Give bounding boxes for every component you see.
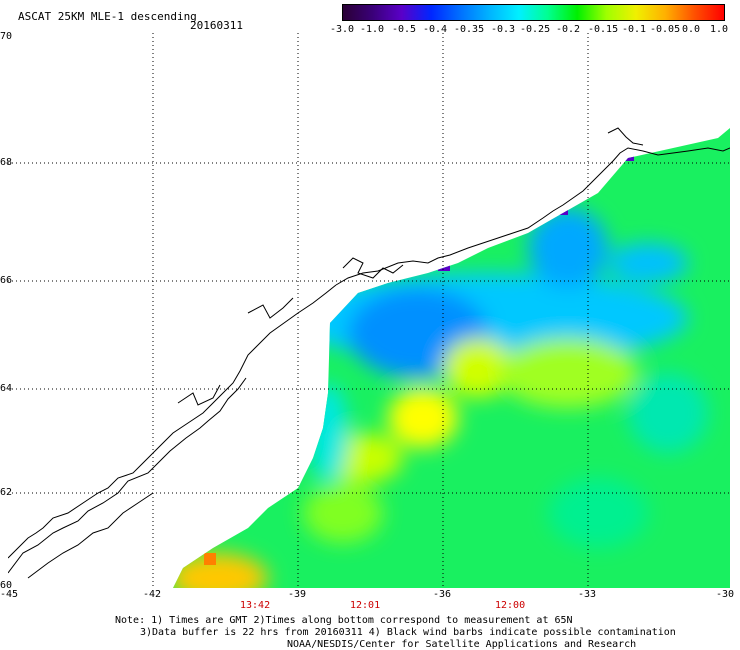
lat-label: 64: [0, 383, 13, 394]
colorbar-label: -0.5: [392, 24, 417, 35]
pass-time: 12:01: [350, 600, 381, 611]
product-title: ASCAT 25KM MLE-1 descending: [18, 10, 197, 23]
colorbar: [342, 4, 725, 21]
lat-label: 70: [0, 31, 13, 42]
note-line: Note: 1) Times are GMT 2)Times along bot…: [115, 615, 573, 626]
map-frame: [7, 33, 731, 588]
colorbar-label: -1.0: [360, 24, 385, 35]
colorbar-label: -0.1: [622, 24, 647, 35]
colorbar-label: -0.05: [650, 24, 681, 35]
wind-swath: [173, 128, 730, 588]
map-canvas: [7, 33, 731, 588]
lat-label: 66: [0, 275, 13, 286]
lat-label: 60: [0, 580, 13, 591]
lat-label: 62: [0, 487, 13, 498]
colorbar-label: -0.15: [588, 24, 619, 35]
pass-time: 12:00: [495, 600, 526, 611]
graticule: [8, 33, 730, 588]
lon-label: -36: [433, 589, 452, 600]
colorbar-label: -0.3: [491, 24, 516, 35]
note-line: 3)Data buffer is 22 hrs from 20160311 4)…: [140, 627, 676, 638]
coastline: [7, 127, 731, 579]
product-date: 20160311: [190, 19, 243, 32]
pass-time: 13:42: [240, 600, 271, 611]
colorbar-label: 1.0: [710, 24, 729, 35]
note-line: NOAA/NESDIS/Center for Satellite Applica…: [287, 639, 637, 650]
colorbar-label: -3.0: [330, 24, 355, 35]
colorbar-label: -0.35: [454, 24, 485, 35]
lon-label: -42: [143, 589, 162, 600]
colorbar-label: -0.25: [520, 24, 551, 35]
lon-label: -33: [578, 589, 597, 600]
colorbar-label: -0.4: [423, 24, 448, 35]
lon-label: -45: [0, 589, 19, 600]
lat-label: 68: [0, 157, 13, 168]
colorbar-label: -0.2: [556, 24, 581, 35]
colorbar-label: 0.0: [682, 24, 701, 35]
lon-label: -30: [716, 589, 735, 600]
lon-label: -39: [288, 589, 307, 600]
